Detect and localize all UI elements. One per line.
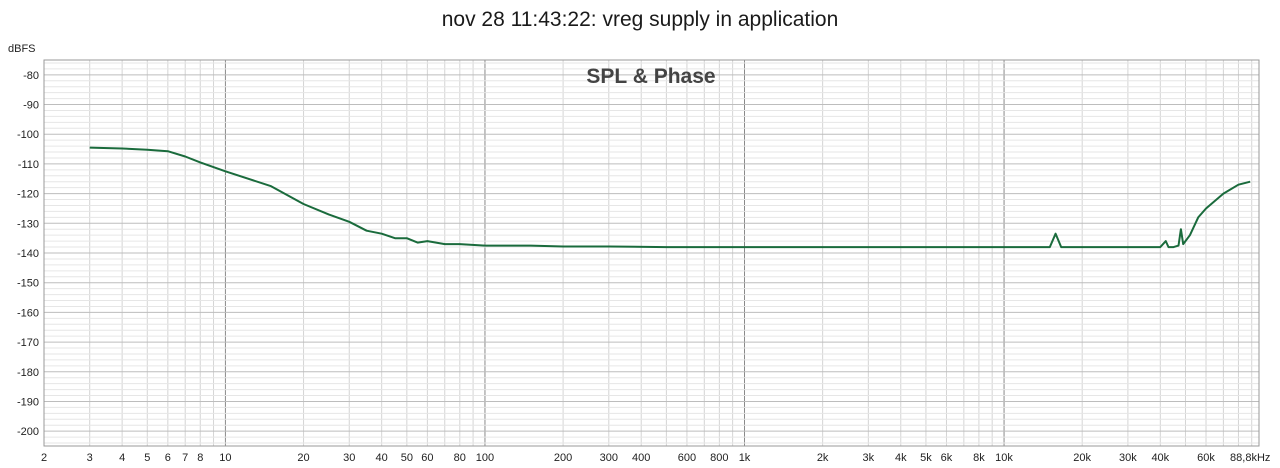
chart-subtitle: SPL & Phase	[586, 65, 715, 88]
x-tick-label: 6	[165, 452, 171, 464]
y-tick-label: -100	[17, 129, 39, 141]
x-tick-label: 300	[600, 452, 618, 464]
x-tick-label: 5k	[920, 452, 932, 464]
x-tick-label: 4k	[895, 452, 907, 464]
x-tick-label: 20k	[1073, 452, 1091, 464]
x-tick-label: 60k	[1197, 452, 1215, 464]
x-tick-label: 50	[401, 452, 413, 464]
x-tick-label: 40k	[1151, 452, 1169, 464]
y-tick-labels: -80 -90 -100 -110 -120 -130 -140 -150 -160 -170 -1…	[17, 70, 39, 438]
x-tick-label: 30	[343, 452, 355, 464]
x-tick-label: 60	[421, 452, 433, 464]
x-tick-label: 6k	[941, 452, 953, 464]
grid-lines	[43, 60, 1259, 446]
x-tick-label: 1k	[739, 452, 751, 464]
y-tick-label: -170	[17, 337, 39, 349]
y-tick-label: -150	[17, 278, 39, 290]
x-tick-label: 8	[197, 452, 203, 464]
x-tick-label: 8k	[973, 452, 985, 464]
y-tick-label: -180	[17, 367, 39, 379]
x-tick-label: 40	[376, 452, 388, 464]
x-tick-label: 800	[710, 452, 728, 464]
x-tick-label: 100	[476, 452, 494, 464]
x-tick-label: 10	[219, 452, 231, 464]
x-tick-label: 3k	[863, 452, 875, 464]
x-tick-label: 4	[119, 452, 125, 464]
y-tick-label: -110	[18, 159, 39, 171]
x-tick-label: 5	[144, 452, 150, 464]
plot-frame	[43, 59, 1260, 447]
y-tick-label: -90	[23, 100, 39, 112]
x-tick-label: 400	[632, 452, 650, 464]
x-tick-labels: 2 3 4 5 6 7 8 10 20 30 40 50 60 80 100 200 300 400 600 800 1…	[41, 452, 1270, 464]
y-tick-label: -200	[17, 426, 39, 438]
x-tick-label: 2	[41, 452, 47, 464]
x-tick-label: 600	[678, 452, 696, 464]
x-tick-label: 88,8kHz	[1230, 452, 1270, 464]
series-line	[89, 146, 1251, 249]
y-tick-label: -140	[17, 248, 39, 260]
x-tick-label: 2k	[817, 452, 829, 464]
y-tick-label: -190	[17, 396, 39, 408]
x-tick-label: 3	[87, 452, 93, 464]
x-tick-label: 10k	[995, 452, 1013, 464]
chart-title: nov 28 11:43:22: vreg supply in applicat…	[441, 8, 839, 31]
x-tick-label: 30k	[1119, 452, 1137, 464]
y-tick-label: -80	[23, 70, 39, 82]
y-axis-label: dBFS	[8, 43, 36, 55]
y-tick-label: -120	[17, 189, 39, 201]
x-tick-label: 200	[554, 452, 572, 464]
x-tick-label: 20	[297, 452, 309, 464]
x-tick-label: 7	[182, 452, 188, 464]
y-tick-label: -130	[17, 218, 39, 230]
x-tick-label: 80	[454, 452, 466, 464]
y-tick-label: -160	[17, 307, 39, 319]
